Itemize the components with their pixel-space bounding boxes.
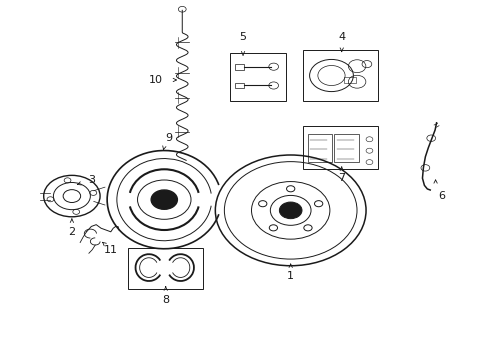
Text: 6: 6 <box>437 191 444 201</box>
Bar <box>302 50 377 102</box>
Bar <box>234 64 243 69</box>
Bar <box>344 77 356 83</box>
Text: 2: 2 <box>68 227 75 237</box>
Bar <box>152 196 176 203</box>
Bar <box>302 126 377 169</box>
Text: 7: 7 <box>338 173 345 183</box>
Text: 10: 10 <box>149 75 163 85</box>
Bar <box>234 83 243 88</box>
Bar <box>307 134 331 162</box>
Text: 5: 5 <box>239 32 246 42</box>
Bar <box>334 134 358 162</box>
Text: 1: 1 <box>286 271 294 282</box>
Text: 9: 9 <box>165 133 172 143</box>
Circle shape <box>279 202 302 219</box>
Text: 11: 11 <box>103 245 118 255</box>
Text: 8: 8 <box>162 296 169 305</box>
Circle shape <box>151 190 177 209</box>
Text: 3: 3 <box>88 175 95 185</box>
Text: 4: 4 <box>338 32 345 42</box>
Bar <box>229 53 285 102</box>
Bar <box>127 248 203 289</box>
